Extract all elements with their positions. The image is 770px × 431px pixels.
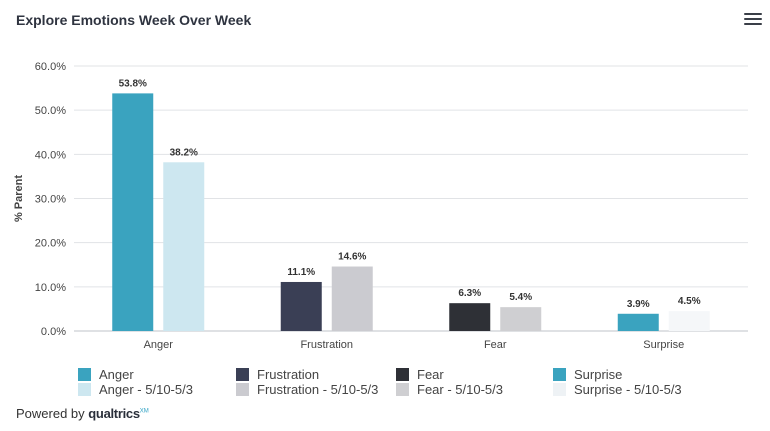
- legend-item[interactable]: Surprise: [553, 367, 622, 382]
- legend-label: Anger - 5/10-5/3: [99, 382, 193, 397]
- hamburger-menu-icon[interactable]: [744, 13, 762, 27]
- legend-label: Anger: [99, 367, 134, 382]
- y-axis-label: % Parent: [13, 175, 25, 222]
- x-tick-label: Fear: [484, 339, 507, 351]
- bar: [280, 281, 322, 331]
- legend-item[interactable]: Surprise - 5/10-5/3: [553, 382, 682, 397]
- data-label: 4.5%: [678, 296, 701, 307]
- y-tick-label: 0.0%: [41, 326, 66, 338]
- y-tick-label: 40.0%: [35, 149, 66, 161]
- powered-by-footer: Powered by qualtricsXM: [16, 406, 149, 421]
- y-tick-label: 20.0%: [35, 238, 66, 250]
- legend-label: Fear - 5/10-5/3: [417, 382, 503, 397]
- x-tick-label: Frustration: [300, 339, 353, 351]
- data-label: 6.3%: [458, 288, 481, 299]
- legend-swatch: [396, 368, 409, 381]
- legend-swatch: [78, 368, 91, 381]
- bar-chart: 0.0% 10.0% 20.0% 30.0% 40.0% 50.0% 60.0% % Pare…: [13, 61, 748, 351]
- data-label: 11.1%: [287, 267, 315, 278]
- data-label: 5.4%: [509, 292, 532, 303]
- legend-item[interactable]: Frustration - 5/10-5/3: [236, 382, 378, 397]
- bar: [668, 311, 710, 331]
- bar: [617, 313, 659, 331]
- legend-item[interactable]: Fear: [396, 367, 444, 382]
- bar: [449, 303, 491, 331]
- menu-line: [744, 18, 762, 20]
- bar: [331, 266, 373, 331]
- legend-item[interactable]: Frustration: [236, 367, 319, 382]
- data-label: 14.6%: [338, 252, 366, 263]
- legend-item[interactable]: Fear - 5/10-5/3: [396, 382, 503, 397]
- y-tick-label: 30.0%: [35, 194, 66, 206]
- legend-swatch: [396, 383, 409, 396]
- y-tick-label: 60.0%: [35, 61, 66, 73]
- legend-label: Surprise - 5/10-5/3: [574, 382, 682, 397]
- data-label: 53.8%: [119, 78, 147, 89]
- legend-item[interactable]: Anger - 5/10-5/3: [78, 382, 193, 397]
- legend-label: Frustration: [257, 367, 320, 382]
- legend-swatch: [553, 383, 566, 396]
- legend-label: Surprise: [574, 367, 623, 382]
- data-label: 3.9%: [627, 299, 650, 310]
- legend-swatch: [78, 383, 91, 396]
- y-tick-label: 10.0%: [35, 282, 66, 294]
- chart-title: Explore Emotions Week Over Week: [16, 12, 252, 28]
- menu-line: [744, 13, 762, 15]
- qualtrics-logo: qualtrics: [88, 406, 140, 421]
- xm-mark: XM: [139, 408, 149, 415]
- legend-swatch: [236, 368, 249, 381]
- data-label: 38.2%: [170, 147, 198, 158]
- powered-by-text: Powered by: [16, 406, 85, 421]
- bar: [112, 93, 154, 331]
- bar: [500, 307, 542, 331]
- menu-line: [744, 23, 762, 25]
- y-tick-label: 50.0%: [35, 105, 66, 117]
- legend-label: Frustration - 5/10-5/3: [257, 382, 379, 397]
- x-tick-label: Surprise: [643, 339, 684, 351]
- chart-legend: Anger Anger - 5/10-5/3 Frustration Frustrat…: [78, 367, 758, 403]
- bar: [163, 162, 205, 331]
- x-tick-label: Anger: [144, 339, 174, 351]
- legend-item[interactable]: Anger: [78, 367, 134, 382]
- legend-swatch: [236, 383, 249, 396]
- legend-swatch: [553, 368, 566, 381]
- legend-label: Fear: [417, 367, 444, 382]
